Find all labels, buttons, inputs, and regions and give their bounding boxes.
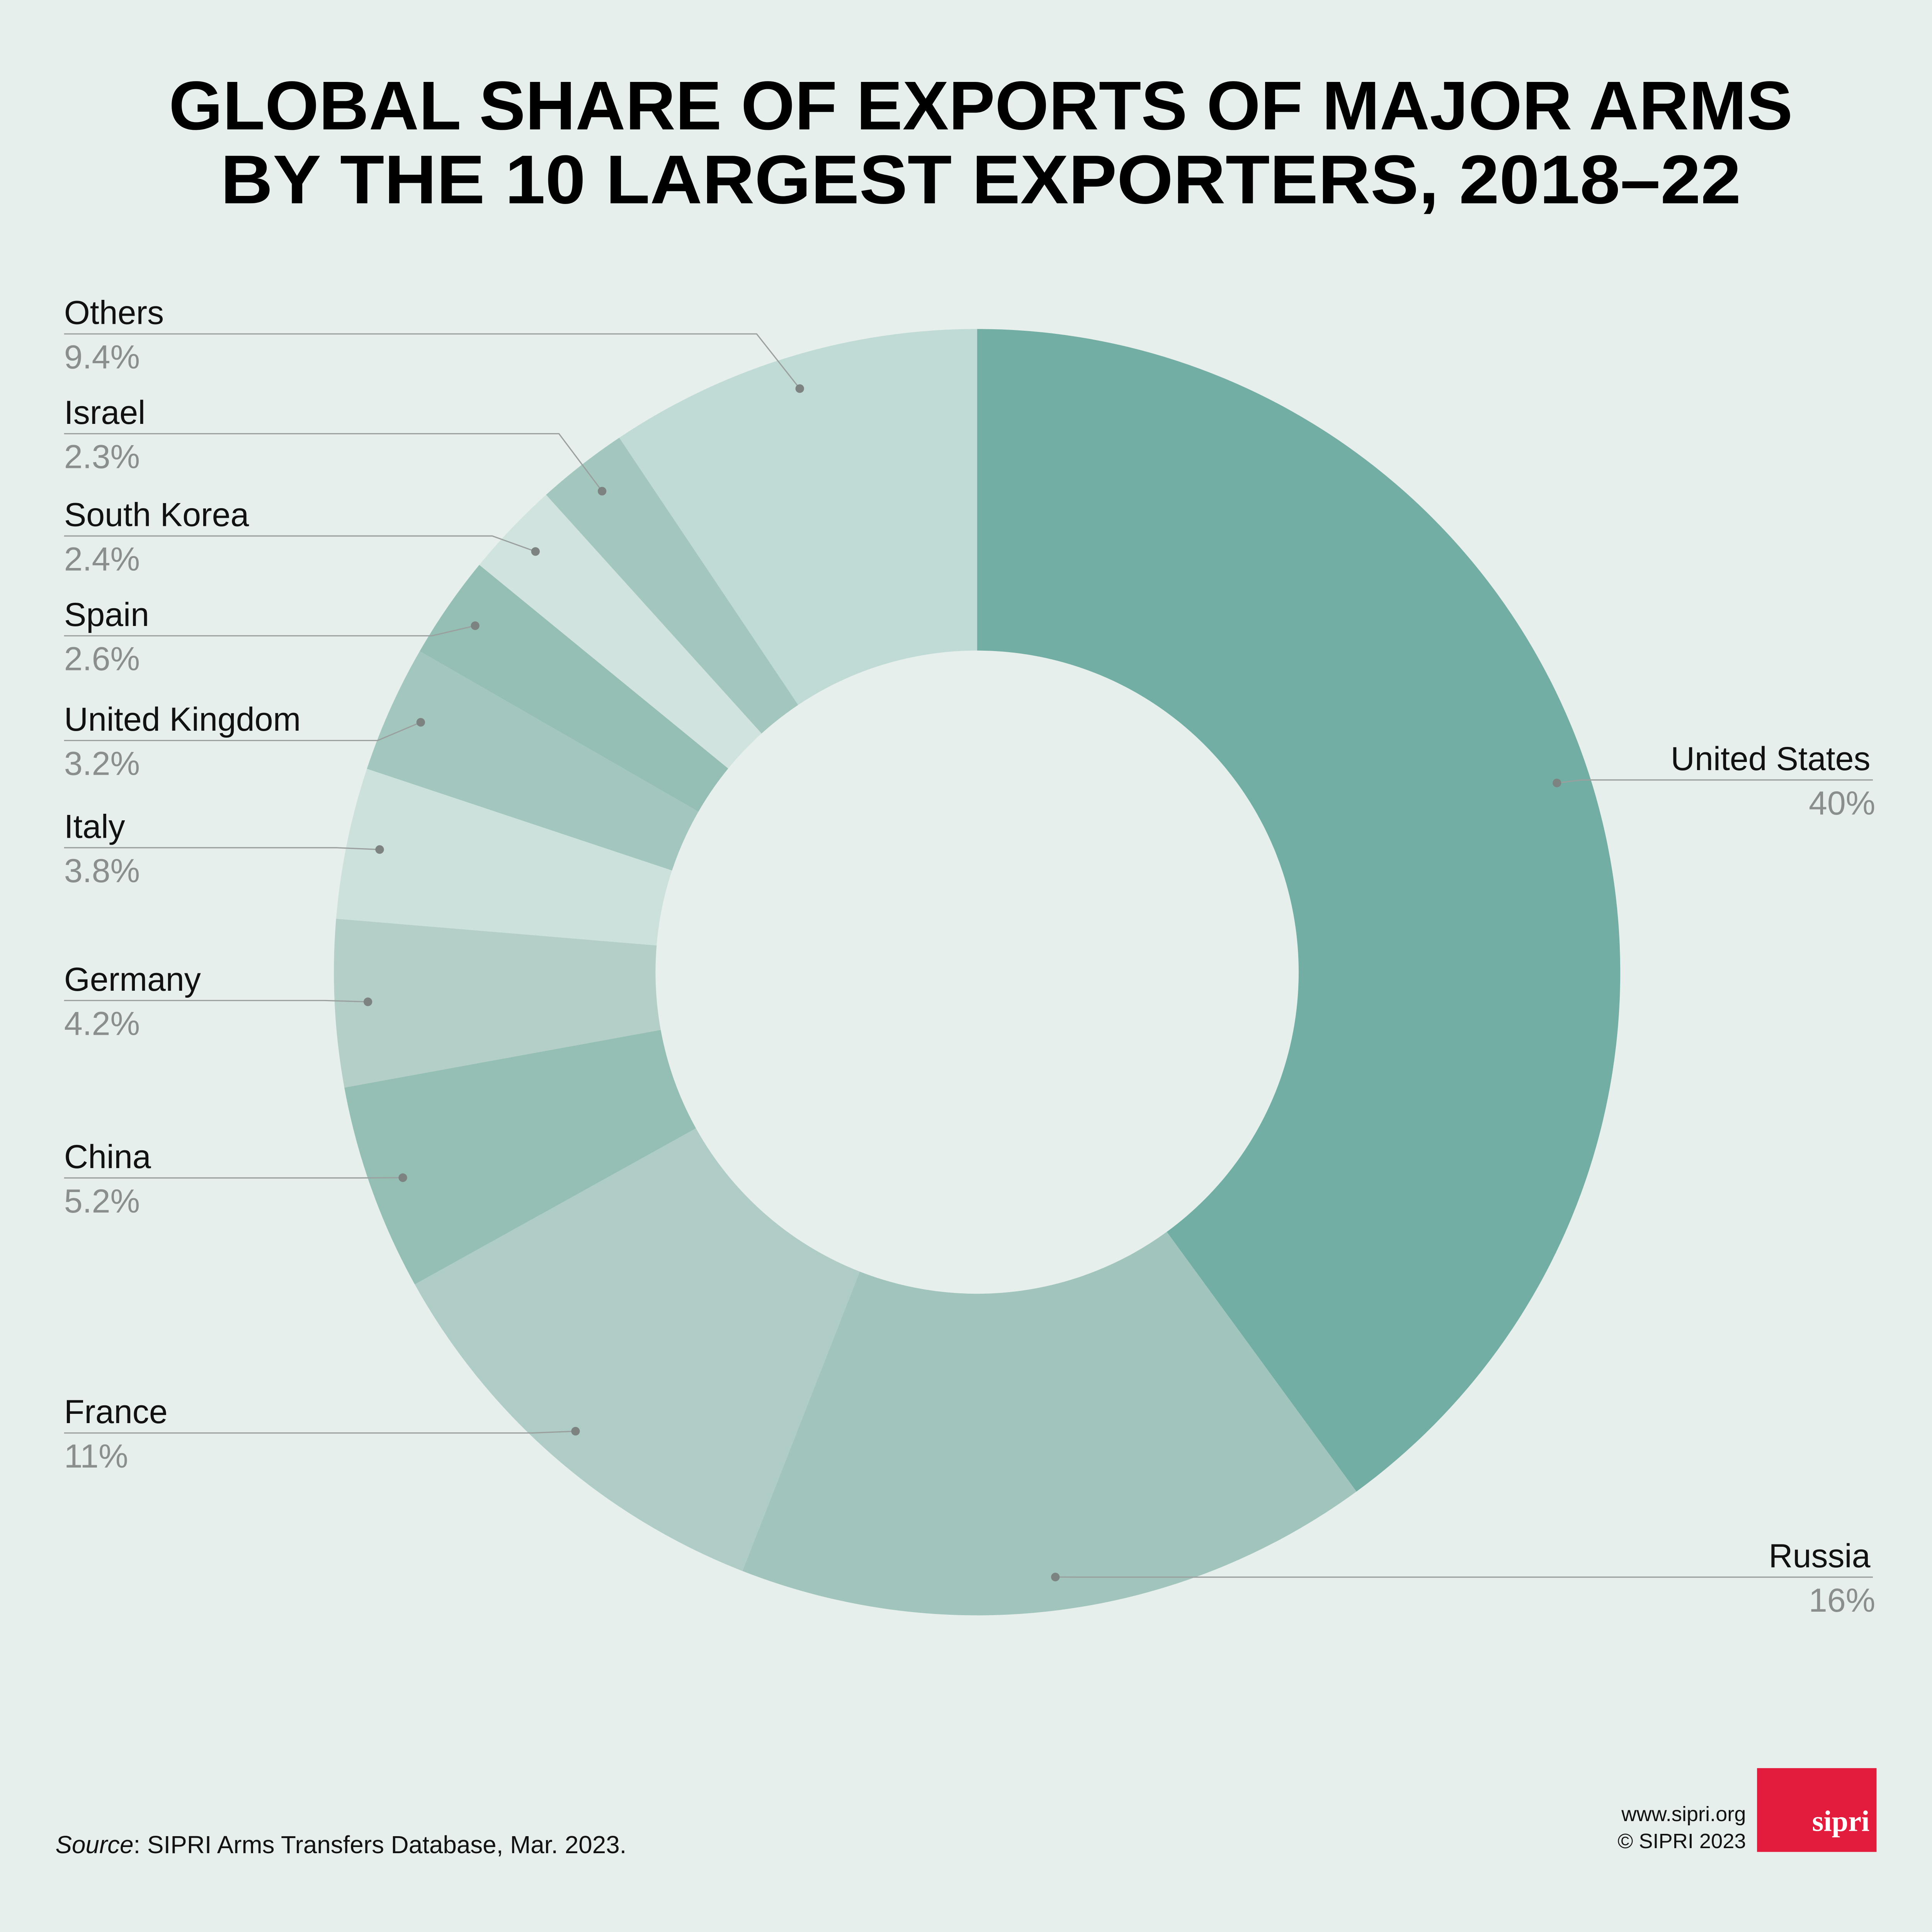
value-label: 16% [1809, 1582, 1875, 1619]
leader-line [1557, 779, 1873, 784]
value-label: 2.4% [64, 541, 140, 578]
leader-line [64, 433, 603, 492]
source-label: Source [55, 1831, 133, 1859]
slice-label: Italy [64, 808, 125, 845]
slice [420, 565, 728, 812]
value-label: 2.6% [64, 641, 140, 678]
slice [742, 1232, 1357, 1616]
leader-dot [531, 547, 540, 556]
slice-label: France [64, 1393, 168, 1430]
leader-dot [416, 718, 425, 727]
slice-label: United Kingdom [64, 701, 301, 738]
logo-box [1757, 1768, 1877, 1852]
leader-dot [795, 384, 804, 393]
value-label: 5.2% [64, 1183, 140, 1220]
copyright: © SIPRI 2023 [1617, 1830, 1746, 1853]
leader-dot [471, 621, 480, 630]
value-label: 2.3% [64, 439, 140, 476]
value-label: 3.8% [64, 852, 140, 889]
value-label: 9.4% [64, 338, 140, 376]
logo: sipri [1812, 1805, 1870, 1838]
leader-dot [1051, 1573, 1060, 1582]
leader-dot [571, 1427, 580, 1436]
leader-line [64, 333, 801, 389]
leader-line [64, 1430, 576, 1434]
leader-dot [598, 486, 607, 496]
leader-dot [398, 1173, 407, 1182]
chart-title: BY THE 10 LARGEST EXPORTERS, 2018–22 [221, 141, 1741, 218]
slice-label: South Korea [64, 497, 249, 534]
leader-line [64, 721, 421, 742]
slice [334, 918, 661, 1088]
value-label: 11% [64, 1438, 128, 1475]
value-label: 4.2% [64, 1005, 140, 1043]
source-note: Source: SIPRI Arms Transfers Database, M… [55, 1831, 626, 1859]
leader-line [64, 535, 536, 552]
value-label: 40% [1809, 785, 1875, 822]
leader-dot [363, 997, 372, 1006]
slice-label: Others [64, 294, 164, 332]
slice-label: China [64, 1138, 151, 1175]
leader-line [64, 847, 380, 850]
slice-label: Russia [1769, 1537, 1870, 1575]
slice [415, 1128, 860, 1571]
value-label: 3.2% [64, 745, 140, 782]
slice [977, 329, 1621, 1492]
website: www.sipri.org [1621, 1803, 1746, 1826]
slice-label: Germany [64, 961, 201, 998]
leader-dot [375, 845, 384, 854]
leader-dot [1553, 779, 1561, 787]
source-text: : SIPRI Arms Transfers Database, Mar. 20… [134, 1831, 627, 1859]
slice [344, 1030, 696, 1284]
leader-line [64, 625, 476, 637]
slice-label: United States [1671, 740, 1871, 777]
leader-line [64, 1000, 368, 1003]
chart-title: GLOBAL SHARE OF EXPORTS OF MAJOR ARMS [169, 67, 1793, 144]
slice [479, 495, 762, 769]
slice-label: Spain [64, 596, 149, 633]
slice [619, 329, 977, 705]
slice [336, 769, 672, 946]
slice-label: Israel [64, 394, 146, 431]
slice [546, 437, 798, 734]
slice [367, 651, 699, 871]
